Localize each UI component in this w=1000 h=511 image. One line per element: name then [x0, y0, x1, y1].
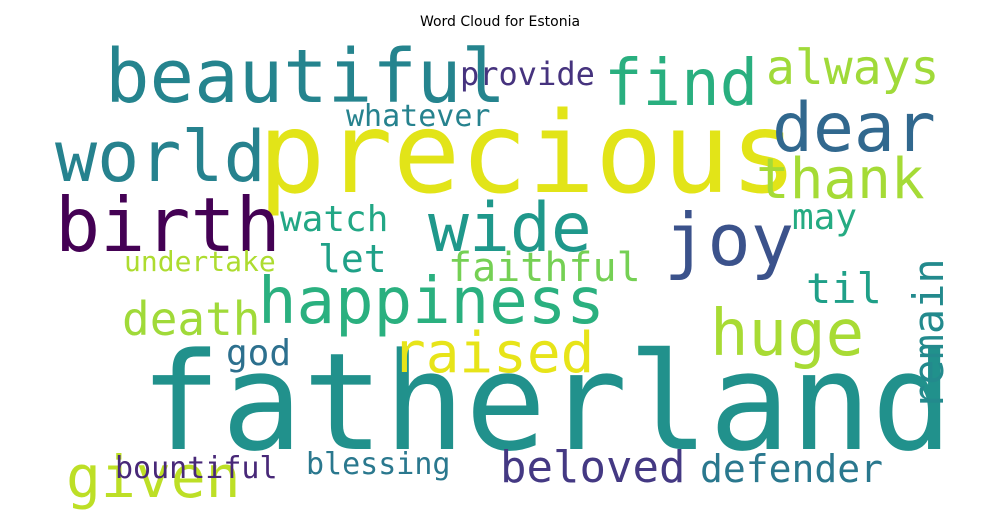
word-fatherland: fatherland — [140, 324, 953, 481]
word-til: til — [806, 264, 882, 313]
word-remain: remain — [904, 258, 953, 410]
word-huge: huge — [710, 297, 865, 371]
word-defender: defender — [700, 447, 884, 491]
word-precious: precious — [258, 89, 798, 219]
word-provide: provide — [460, 55, 595, 93]
word-happiness: happiness — [258, 265, 605, 339]
word-undertake: undertake — [124, 245, 276, 278]
word-may: may — [792, 197, 858, 238]
word-god: god — [226, 333, 292, 374]
word-beautiful: beautiful — [105, 34, 506, 120]
word-bountiful: bountiful — [115, 451, 278, 486]
word-joy: joy — [664, 198, 795, 282]
word-world: world — [55, 116, 266, 198]
word-find: find — [604, 47, 759, 121]
word-thank: thank — [756, 147, 925, 212]
word-dear: dear — [772, 89, 936, 168]
chart-title: Word Cloud for Estonia — [419, 14, 581, 30]
word-watch: watch — [280, 199, 389, 240]
word-beloved: beloved — [500, 442, 686, 493]
word-always: always — [766, 40, 940, 96]
word-faithful: faithful — [448, 245, 641, 291]
word-let: let — [318, 237, 387, 281]
word-whatever: whatever — [346, 99, 491, 134]
word-cloud: fatherland precious beautiful world birt… — [55, 34, 953, 506]
word-wide: wide — [428, 189, 592, 268]
word-blessing: blessing — [306, 447, 451, 482]
word-given: given — [66, 443, 241, 511]
word-death: death — [122, 292, 261, 346]
word-raised: raised — [392, 321, 595, 386]
word-birth: birth — [55, 181, 281, 269]
